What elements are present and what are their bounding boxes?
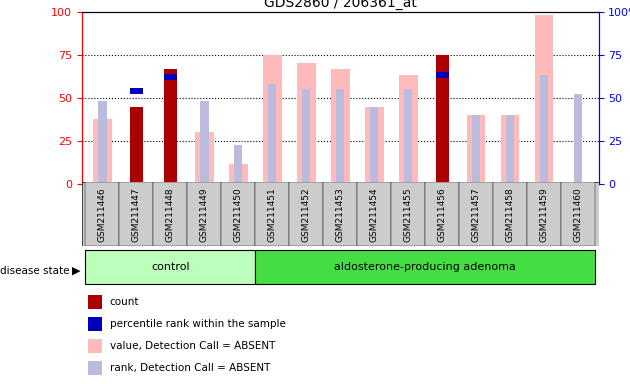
Text: GSM211459: GSM211459 xyxy=(540,187,549,242)
Bar xyxy=(467,115,486,184)
Bar xyxy=(391,182,425,246)
Bar xyxy=(98,101,106,184)
Text: GSM211458: GSM211458 xyxy=(506,187,515,242)
Bar xyxy=(365,107,384,184)
Bar xyxy=(493,182,527,246)
Bar xyxy=(331,68,350,184)
Text: GSM211454: GSM211454 xyxy=(370,187,379,242)
Bar xyxy=(574,94,582,184)
Text: percentile rank within the sample: percentile rank within the sample xyxy=(110,319,285,329)
Bar xyxy=(561,182,595,246)
Bar xyxy=(459,182,493,246)
Bar xyxy=(506,115,514,184)
Text: GSM211446: GSM211446 xyxy=(98,187,107,242)
Bar xyxy=(404,89,413,184)
Text: aldosterone-producing adenoma: aldosterone-producing adenoma xyxy=(335,262,516,272)
Bar xyxy=(164,74,177,80)
Bar xyxy=(540,75,548,184)
Bar xyxy=(357,182,391,246)
Bar xyxy=(93,119,112,184)
Bar xyxy=(234,145,243,184)
Text: GSM211455: GSM211455 xyxy=(404,187,413,242)
Text: GSM211452: GSM211452 xyxy=(302,187,311,242)
Bar xyxy=(164,68,177,184)
Bar xyxy=(302,89,311,184)
Bar xyxy=(336,89,345,184)
Bar xyxy=(153,182,187,246)
Bar xyxy=(187,182,221,246)
Bar xyxy=(425,182,459,246)
Bar xyxy=(472,115,481,184)
Bar xyxy=(119,182,153,246)
Bar xyxy=(535,15,554,184)
Text: count: count xyxy=(110,297,139,307)
Bar xyxy=(436,73,449,78)
Text: GSM211447: GSM211447 xyxy=(132,187,140,242)
Bar xyxy=(195,132,214,184)
Text: GSM211449: GSM211449 xyxy=(200,187,209,242)
Bar xyxy=(82,182,598,246)
Bar xyxy=(501,115,520,184)
Text: GSM211457: GSM211457 xyxy=(472,187,481,242)
Bar xyxy=(263,55,282,184)
Text: GSM211460: GSM211460 xyxy=(573,187,583,242)
Text: value, Detection Call = ABSENT: value, Detection Call = ABSENT xyxy=(110,341,275,351)
Text: rank, Detection Call = ABSENT: rank, Detection Call = ABSENT xyxy=(110,362,270,372)
Bar xyxy=(436,55,449,184)
Bar xyxy=(229,164,248,184)
Bar xyxy=(200,101,209,184)
Bar xyxy=(130,107,143,184)
Bar xyxy=(255,250,595,284)
Text: ▶: ▶ xyxy=(72,266,81,276)
Bar xyxy=(255,182,289,246)
Bar xyxy=(85,182,119,246)
Bar xyxy=(297,63,316,184)
Bar xyxy=(323,182,357,246)
Bar xyxy=(130,88,143,94)
Text: GSM211456: GSM211456 xyxy=(438,187,447,242)
Title: GDS2860 / 206361_at: GDS2860 / 206361_at xyxy=(264,0,416,10)
Bar xyxy=(289,182,323,246)
Bar xyxy=(221,182,255,246)
Bar xyxy=(370,107,379,184)
Bar xyxy=(268,84,277,184)
Bar xyxy=(85,250,255,284)
Bar xyxy=(527,182,561,246)
Text: GSM211450: GSM211450 xyxy=(234,187,243,242)
Text: GSM211451: GSM211451 xyxy=(268,187,277,242)
Text: GSM211453: GSM211453 xyxy=(336,187,345,242)
Text: disease state: disease state xyxy=(0,266,69,276)
Text: GSM211448: GSM211448 xyxy=(166,187,175,242)
Text: control: control xyxy=(151,262,190,272)
Bar xyxy=(399,75,418,184)
